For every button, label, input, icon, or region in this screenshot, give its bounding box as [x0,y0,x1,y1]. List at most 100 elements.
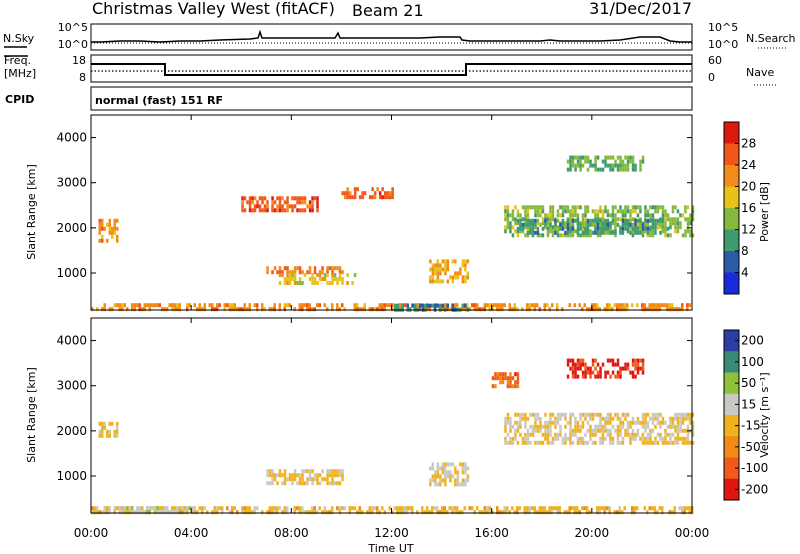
velocity-cell [611,424,615,429]
velocity-cell [569,416,572,421]
velocity-cell [654,424,657,429]
power-cell [536,205,540,210]
velocity-cell [436,470,440,475]
power-cell [619,209,622,214]
velocity-cell [651,412,655,417]
power-cell [554,226,557,231]
velocity-cell [574,416,577,421]
velocity-cell [321,469,324,474]
power-cell [261,196,264,201]
power-cell [654,222,657,227]
velocity-cell [434,478,437,483]
velocity-cell [461,482,465,487]
power-cell [308,208,312,213]
power-cell [546,213,550,218]
power-y-axis-title: Slant Range [km] [25,164,38,260]
power-cell [639,159,642,164]
power-cell [588,307,591,312]
power-cell [546,233,550,238]
velocity-cell [686,440,690,445]
velocity-cell [303,469,307,474]
velocity-cell [253,506,256,511]
velocity-cell [106,429,109,434]
power-cell [644,229,647,234]
velocity-cell [526,416,530,421]
power-cell [614,159,617,164]
power-cell [624,155,627,160]
colorbar-swatch [724,393,739,416]
power-cell [551,217,555,222]
power-cell [586,222,590,227]
velocity-cell [589,374,592,379]
velocity-cell [431,510,434,515]
velocity-cell [609,358,612,363]
velocity-cell [651,416,655,421]
velocity-cell [468,506,471,511]
power-cell [439,279,442,284]
velocity-cell [569,412,572,417]
velocity-cell [636,432,640,437]
power-cell [231,307,234,312]
velocity-cell [536,428,540,433]
power-cell [301,208,304,213]
power-cell [498,307,501,312]
velocity-cell [201,510,204,515]
velocity-cell [576,440,580,445]
power-cell [659,218,662,223]
power-cell [629,213,632,218]
velocity-cell [624,416,627,421]
power-echo-region [98,218,119,243]
power-cell [286,208,289,213]
power-cell [261,200,264,205]
power-cell [581,307,584,312]
velocity-cell [531,432,535,437]
velocity-y-tick-label: 1000 [56,469,87,483]
colorbar-tick-label: 16 [741,201,756,215]
power-cell [261,208,264,213]
velocity-cell [514,428,517,433]
velocity-cell [266,469,269,474]
power-cell [569,222,572,227]
power-cell [516,226,520,231]
velocity-cell [531,506,534,511]
velocity-cell [514,420,517,425]
power-cell [626,307,629,312]
velocity-cell [313,477,317,482]
velocity-cell [586,506,589,511]
velocity-cell [439,478,442,483]
velocity-cell [581,424,585,429]
power-cell [298,277,302,281]
power-cell [443,303,446,308]
velocity-cell [303,481,307,486]
velocity-cell [519,416,522,421]
velocity-cell [646,510,649,515]
power-cell [306,303,309,308]
x-tick-label: 00:00 [675,526,710,540]
velocity-cell [596,424,600,429]
power-cell [436,303,439,308]
velocity-cell [611,416,615,421]
power-cell [306,307,309,312]
velocity-cell [679,428,682,433]
velocity-cell [596,506,599,511]
velocity-cell [411,506,414,511]
velocity-cell [524,416,527,421]
velocity-cell [559,432,562,437]
velocity-cell [231,506,234,511]
power-cell [626,167,630,172]
power-cell [556,303,559,308]
velocity-cell [441,510,444,515]
power-cell [611,213,615,218]
power-cell [639,205,642,210]
velocity-cell [566,510,569,515]
velocity-cell [576,506,579,511]
velocity-cell [148,510,151,515]
velocity-cell [599,436,602,441]
power-cell [308,270,312,275]
power-cell [243,196,247,201]
velocity-cell [654,412,657,417]
power-cell [311,277,314,281]
velocity-cell [641,370,645,375]
power-cell [661,209,665,214]
velocity-cell [326,481,329,486]
